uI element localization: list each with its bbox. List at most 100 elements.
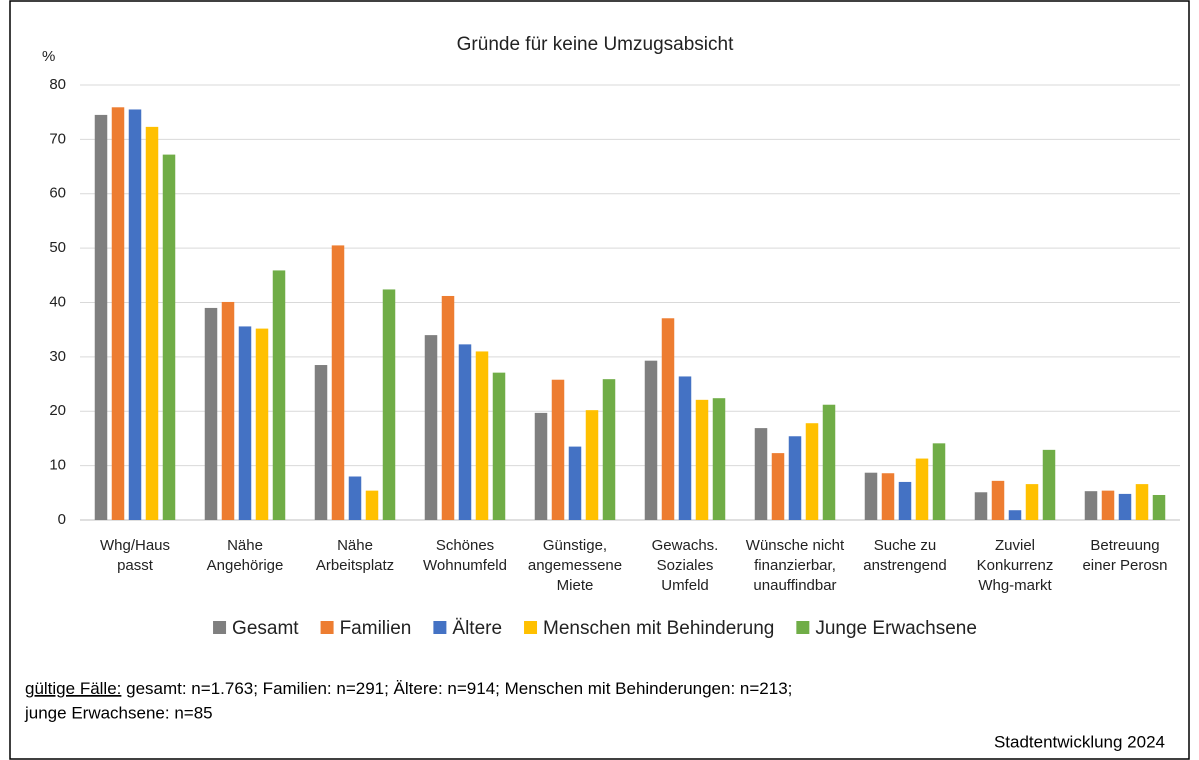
bar	[382, 289, 396, 520]
legend-label: Menschen mit Behinderung	[543, 618, 774, 639]
bar	[754, 428, 768, 520]
x-tick-label: Gewachs.	[652, 537, 719, 554]
x-tick-label: angemessene	[528, 557, 622, 574]
legend-swatch	[524, 621, 538, 634]
bar	[678, 376, 692, 520]
y-tick-label: 60	[49, 185, 66, 202]
bar	[534, 412, 548, 520]
bar	[568, 446, 582, 520]
legend-swatch	[796, 621, 810, 634]
bar	[1042, 449, 1056, 520]
bar	[644, 360, 658, 520]
footnote-line: gesamt: n=1.763; Familien: n=291; Ältere…	[121, 679, 792, 698]
bar	[128, 109, 142, 520]
bar	[204, 307, 218, 520]
legend-label: Gesamt	[232, 618, 299, 639]
legend-label: Junge Erwachsene	[815, 618, 977, 639]
x-tick-label: Soziales	[657, 557, 714, 574]
bar	[585, 410, 599, 520]
bar	[991, 480, 1005, 520]
bar	[1101, 490, 1115, 520]
bar	[1008, 510, 1022, 520]
x-tick-label: Zuviel	[995, 537, 1035, 554]
bar	[365, 490, 379, 520]
bar	[1118, 493, 1132, 520]
x-tick-label: Umfeld	[661, 577, 709, 594]
x-tick-label: passt	[117, 557, 154, 574]
x-tick-label: Whg-markt	[978, 577, 1052, 594]
bar	[1025, 484, 1039, 520]
x-tick-label: finanzierbar,	[754, 557, 836, 574]
x-tick-label: anstrengend	[863, 557, 946, 574]
frame	[9, 0, 1190, 760]
bar	[238, 326, 252, 520]
bar	[661, 318, 675, 520]
x-tick-label: einer Perosn	[1082, 557, 1167, 574]
bar	[94, 114, 108, 520]
x-tick-label: Whg/Haus	[100, 537, 170, 554]
bar	[822, 404, 836, 520]
x-tick-label: Nähe	[227, 537, 263, 554]
footnote: gültige Fälle: gesamt: n=1.763; Familien…	[25, 679, 792, 698]
bar	[348, 476, 362, 520]
legend-swatch	[320, 621, 334, 634]
x-tick-label: Suche zu	[874, 537, 937, 554]
y-tick-label: 10	[49, 457, 66, 474]
bar	[788, 436, 802, 520]
y-tick-label: 70	[49, 130, 66, 147]
y-tick-label: 30	[49, 348, 66, 365]
footnote-label: gültige Fälle:	[25, 679, 121, 698]
bar	[805, 423, 819, 520]
x-tick-label: Wohnumfeld	[423, 557, 507, 574]
bar	[932, 443, 946, 520]
legend-swatch	[433, 621, 447, 634]
bar	[1084, 491, 1098, 520]
bar	[551, 379, 565, 520]
bar	[314, 365, 328, 520]
bar	[162, 154, 176, 520]
bar	[272, 270, 286, 520]
x-tick-label: unauffindbar	[753, 577, 836, 594]
bar	[864, 472, 878, 520]
bar	[441, 295, 455, 520]
bar	[1135, 484, 1149, 520]
bar	[221, 301, 235, 520]
bar	[458, 344, 472, 520]
x-tick-label: Angehörige	[207, 557, 284, 574]
footnote-line: junge Erwachsene: n=85	[24, 703, 213, 722]
x-tick-label: Miete	[557, 577, 594, 594]
chart-title: Gründe für keine Umzugsabsicht	[457, 34, 734, 55]
x-tick-label: Betreuung	[1090, 537, 1159, 554]
bar	[695, 399, 709, 520]
bar	[712, 398, 726, 520]
bar	[111, 107, 125, 520]
bar	[492, 372, 506, 520]
y-axis-label: %	[42, 48, 55, 65]
source: Stadtentwicklung 2024	[994, 732, 1165, 751]
bar	[771, 453, 785, 520]
x-tick-label: Günstige,	[543, 537, 607, 554]
bar	[602, 379, 616, 520]
y-tick-label: 0	[58, 511, 66, 528]
x-tick-label: Konkurrenz	[977, 557, 1054, 574]
bar	[915, 458, 929, 520]
bar	[145, 126, 159, 521]
bar	[255, 328, 269, 520]
bar	[331, 245, 345, 520]
bar	[974, 492, 988, 520]
bar	[1152, 494, 1166, 520]
legend-label: Familien	[340, 618, 412, 639]
legend-label: Ältere	[452, 618, 502, 639]
y-tick-label: 80	[49, 76, 66, 93]
bar	[881, 473, 895, 520]
x-tick-label: Wünsche nicht	[746, 537, 845, 554]
x-tick-label: Arbeitsplatz	[316, 557, 394, 574]
bar	[475, 351, 489, 520]
y-tick-label: 50	[49, 239, 66, 256]
y-tick-label: 20	[49, 402, 66, 419]
bar	[898, 481, 912, 520]
x-tick-label: Schönes	[436, 537, 494, 554]
y-tick-label: 40	[49, 293, 66, 310]
legend-swatch	[213, 621, 227, 634]
